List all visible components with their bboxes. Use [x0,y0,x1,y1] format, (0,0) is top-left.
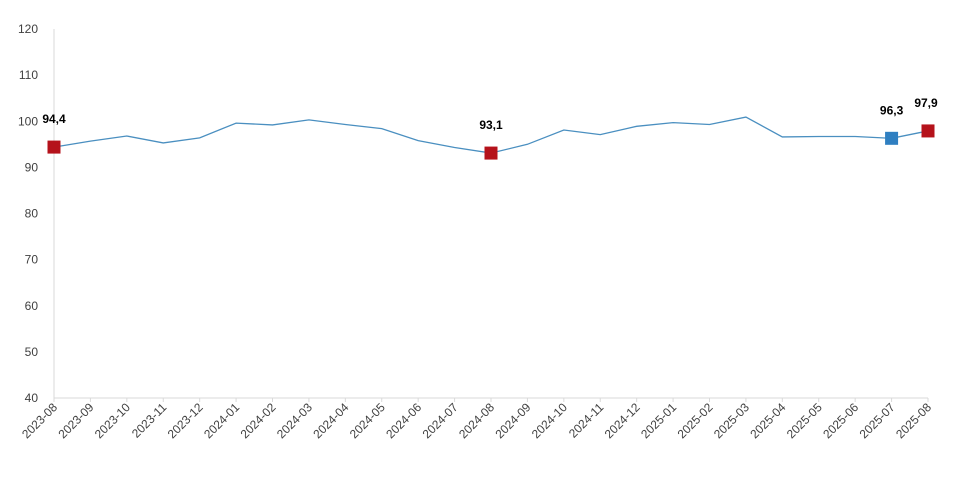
x-tick-label: 2025-04 [747,400,788,441]
x-tick-label: 2023-10 [92,400,133,441]
highlight-marker [921,124,935,138]
data-labels: 94,4 93,1 96,3 97,9 [42,96,938,132]
data-label: 97,9 [914,96,938,110]
x-tick-label: 2024-07 [420,400,461,441]
y-axis-ticks: 40 50 60 70 80 90 100 110 120 [18,22,38,405]
x-tick-label: 2023-12 [165,400,206,441]
x-tick-label: 2023-11 [129,400,170,441]
x-tick-label: 2025-07 [857,400,898,441]
highlight-marker [885,131,899,145]
data-label: 94,4 [42,112,66,126]
x-tick-label: 2024-12 [602,400,643,441]
x-tick-label: 2024-04 [310,400,351,441]
x-tick-label: 2025-05 [784,400,825,441]
x-tick-label: 2024-03 [274,400,315,441]
x-tick-label: 2025-01 [638,400,679,441]
y-tick-label: 40 [25,391,39,405]
y-tick-label: 70 [25,253,39,267]
x-axis-ticks: 2023-082023-092023-102023-112023-122024-… [19,398,934,441]
x-tick-label: 2024-10 [529,400,570,441]
y-tick-label: 60 [25,299,39,313]
x-tick-label: 2024-01 [201,400,242,441]
highlight-marker [47,140,61,154]
x-tick-label: 2024-09 [492,400,533,441]
x-tick-label: 2023-08 [19,400,60,441]
highlight-markers [47,124,935,160]
x-tick-label: 2025-08 [893,400,934,441]
x-tick-label: 2024-08 [456,400,497,441]
y-tick-label: 120 [18,22,38,36]
x-tick-label: 2025-06 [820,400,861,441]
x-tick-label: 2023-09 [55,400,96,441]
x-tick-label: 2024-11 [566,400,607,441]
x-tick-label: 2024-05 [347,400,388,441]
y-tick-label: 110 [19,68,38,82]
data-label: 96,3 [880,103,904,117]
data-label: 93,1 [479,118,503,132]
y-tick-label: 80 [25,207,39,221]
highlight-marker [484,146,498,160]
x-tick-label: 2025-03 [711,400,752,441]
y-tick-label: 50 [25,345,39,359]
y-tick-label: 90 [25,160,39,174]
y-tick-label: 100 [18,114,38,128]
x-tick-label: 2024-06 [383,400,424,441]
x-tick-label: 2024-02 [238,400,279,441]
x-tick-label: 2025-02 [675,400,716,441]
